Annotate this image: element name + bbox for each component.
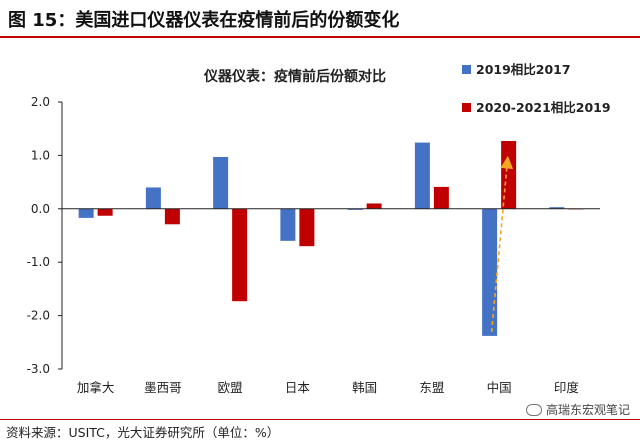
x-axis: 加拿大 墨西哥 欧盟 日本 韩国 东盟 中国 印度 <box>77 380 580 395</box>
chart-title: 仪器仪表：疫情前后份额对比 <box>203 68 386 85</box>
x-tick-label: 墨西哥 <box>144 380 182 395</box>
bar-series1-4 <box>347 208 363 210</box>
bar-series1-3 <box>280 208 296 241</box>
x-tick-label: 欧盟 <box>218 380 243 395</box>
legend-label: 2020-2021相比2019 <box>476 100 611 115</box>
legend-label: 2019相比2017 <box>476 62 571 77</box>
bar-chart: 仪器仪表：疫情前后份额对比 2.0 1.0 0.0 -1.0 -2.0 -3.0 加拿大 墨… <box>27 62 611 395</box>
legend: 2019相比2017 2020-2021相比2019 <box>462 62 611 115</box>
bar-series2-5 <box>433 186 449 209</box>
bar-series1-2 <box>213 157 229 209</box>
trend-arrow <box>490 155 514 332</box>
watermark-text: 高瑞东宏观笔记 <box>545 403 630 417</box>
x-tick-label: 韩国 <box>352 380 377 395</box>
figure-title: 图 15：美国进口仪器仪表在疫情前后的份额变化 <box>8 10 400 31</box>
y-tick-label: 2.0 <box>31 95 50 109</box>
bar-series2-0 <box>97 208 113 216</box>
bar-series1-0 <box>78 208 94 218</box>
wechat-icon <box>525 403 542 416</box>
bars <box>78 140 584 336</box>
bar-series2-4 <box>366 203 382 209</box>
x-tick-label: 日本 <box>285 380 311 395</box>
bar-series1-7 <box>549 207 565 209</box>
legend-swatch <box>462 103 471 112</box>
legend-swatch <box>462 65 471 74</box>
x-tick-label: 中国 <box>487 380 512 395</box>
bar-series1-1 <box>145 187 161 209</box>
y-tick-label: 0.0 <box>31 202 50 216</box>
y-tick-label: 1.0 <box>31 148 50 162</box>
bar-series1-6 <box>482 208 498 336</box>
title-divider <box>0 36 640 38</box>
arrow-line <box>490 155 514 332</box>
source-note: 资料来源：USITC，光大证券研究所（单位：%） <box>6 425 280 440</box>
bar-series2-1 <box>164 208 180 225</box>
bar-series2-2 <box>232 208 248 302</box>
y-tick-label: -1.0 <box>27 255 50 269</box>
footer-divider <box>0 419 640 420</box>
x-tick-label: 加拿大 <box>77 380 115 395</box>
y-tick-label: -2.0 <box>27 309 50 323</box>
x-tick-label: 印度 <box>554 380 580 395</box>
x-tick-label: 东盟 <box>419 380 444 395</box>
y-axis: 2.0 1.0 0.0 -1.0 -2.0 -3.0 <box>27 95 62 376</box>
y-tick-label: -3.0 <box>27 362 50 376</box>
watermark: 高瑞东宏观笔记 <box>525 401 630 418</box>
bar-series1-5 <box>414 142 430 209</box>
bar-series2-3 <box>299 208 315 247</box>
